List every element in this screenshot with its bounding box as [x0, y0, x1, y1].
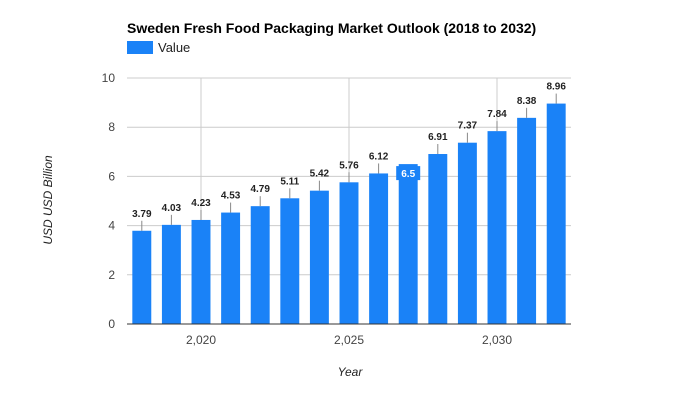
- bars: [132, 103, 566, 325]
- y-tick-label: 2: [108, 268, 115, 282]
- y-axis-title: USD USD Billion: [41, 155, 55, 245]
- bar: [132, 230, 152, 324]
- y-tick-label: 0: [108, 317, 115, 331]
- data-label: 5.42: [310, 169, 330, 180]
- chart-title: Sweden Fresh Food Packaging Market Outlo…: [127, 20, 536, 36]
- y-tick-label: 4: [108, 219, 115, 233]
- data-label: 6.12: [369, 151, 389, 162]
- data-label: 6.91: [428, 132, 448, 143]
- y-tick-label: 8: [108, 120, 115, 134]
- x-tick-label: 2,020: [186, 333, 216, 347]
- bar: [309, 190, 329, 324]
- bar: [250, 206, 270, 324]
- bar: [161, 224, 181, 324]
- legend-swatch: [127, 41, 153, 54]
- data-label-background: [396, 166, 421, 181]
- bar: [546, 103, 566, 324]
- bar: [339, 182, 359, 324]
- data-label: 4.53: [221, 191, 241, 202]
- bar: [487, 131, 507, 324]
- data-label: 5.76: [339, 160, 359, 171]
- data-labels: 3.79 4.03 4.23 4.53 4.79 5.11 5.42 5.76 6.12 6.5 6…: [132, 82, 566, 231]
- bar: [398, 164, 418, 324]
- data-label: 3.79: [132, 209, 152, 220]
- data-label: 6.5: [401, 169, 415, 180]
- axes: 0 2 4 6 8 10 2,020 2,025 2,030: [102, 71, 571, 347]
- bar: [457, 142, 477, 324]
- x-axis-title: Year: [338, 365, 364, 379]
- data-label: 7.84: [487, 109, 507, 120]
- y-tick-label: 10: [102, 71, 116, 85]
- data-label: 8.96: [546, 82, 566, 93]
- data-label: 5.11: [280, 176, 299, 187]
- bar: [369, 173, 389, 324]
- legend-label: Value: [158, 40, 190, 55]
- bar: [280, 198, 300, 324]
- legend[interactable]: Value: [127, 40, 190, 55]
- data-label: 7.37: [458, 121, 478, 132]
- data-label: 4.23: [191, 198, 211, 209]
- data-label: 4.79: [250, 184, 270, 195]
- bar: [191, 219, 211, 324]
- x-tick-label: 2,030: [482, 333, 512, 347]
- data-label: 4.03: [162, 203, 182, 214]
- data-label: 8.38: [517, 96, 537, 107]
- bar: [428, 154, 448, 324]
- y-tick-label: 6: [108, 169, 115, 183]
- x-tick-label: 2,025: [334, 333, 364, 347]
- bar: [517, 117, 537, 325]
- bar: [221, 212, 241, 324]
